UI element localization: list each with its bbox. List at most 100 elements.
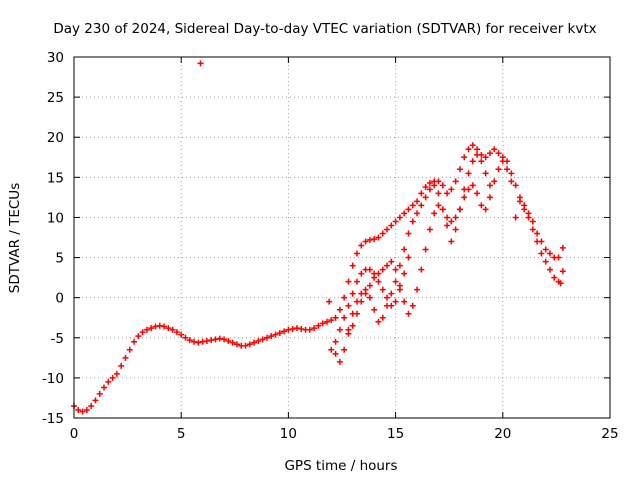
data-point [319,320,326,327]
data-point [508,178,515,185]
data-point [208,337,215,344]
data-point [341,346,348,353]
data-point [332,314,339,321]
data-point [358,270,365,277]
data-point [349,322,356,329]
data-points [71,60,566,415]
data-point [542,246,549,253]
data-point [341,294,348,301]
data-point [349,262,356,269]
data-point [392,298,399,305]
data-point [491,146,498,153]
data-point [482,154,489,161]
data-point [186,337,193,344]
data-point [326,298,333,305]
data-point [345,278,352,285]
data-point [486,182,493,189]
data-point [422,194,429,201]
data-point [401,298,408,305]
y-axis-label: SDTVAR / TECUs [7,183,23,293]
data-point [551,274,558,281]
data-point [101,384,108,391]
data-point [156,322,163,329]
data-point [405,310,412,317]
data-point [414,210,421,217]
data-point [366,266,373,273]
data-point [371,270,378,277]
data-point [199,338,206,345]
data-point [478,158,485,165]
y-tick-label: 25 [47,90,64,106]
data-point [306,326,313,333]
data-point [405,206,412,213]
data-point [384,294,391,301]
data-point [525,214,532,221]
data-point [375,278,382,285]
data-point [311,325,318,332]
data-point [546,266,553,273]
data-point [469,182,476,189]
series-lower-branch-c [328,254,412,353]
data-point [118,362,125,369]
data-point [323,318,330,325]
chart-title: Day 230 of 2024, Sidereal Day-to-day VTE… [53,21,596,37]
data-point [143,326,150,333]
series-late-tail [512,198,564,287]
data-point [88,402,95,409]
x-tick-labels: 0 5 10 15 20 25 [70,426,619,442]
data-point [559,244,566,251]
data-point [345,330,352,337]
plot-frame [73,56,611,419]
data-point [448,218,455,225]
data-point [405,230,412,237]
data-point [555,254,562,261]
y-tick-label: 0 [55,291,64,307]
data-point [246,341,253,348]
x-tick-label: 5 [177,426,186,442]
data-point [259,336,266,343]
data-point [409,218,416,225]
data-point [379,286,386,293]
y-tick-label: 20 [47,130,64,146]
data-point [521,202,528,209]
data-point [495,150,502,157]
data-point [113,370,120,377]
data-point [435,178,442,185]
data-point [478,202,485,209]
data-point [242,342,249,349]
data-point [426,226,433,233]
data-point [388,302,395,309]
data-point [396,286,403,293]
y-tick-label: 15 [47,170,64,186]
data-point [366,282,373,289]
data-point [409,202,416,209]
data-point [456,166,463,173]
data-point [354,310,361,317]
data-point [474,190,481,197]
data-point [414,286,421,293]
data-point [289,325,296,332]
data-point [152,323,159,330]
data-point [366,294,373,301]
data-point [148,325,155,332]
data-point [444,222,451,229]
data-point [131,338,138,345]
data-point [272,331,279,338]
y-tick-labels: -15 -10 -5 0 5 10 15 20 25 30 [42,50,64,427]
data-point [474,151,481,158]
data-point [388,258,395,265]
data-point [388,222,395,229]
data-point [263,334,270,341]
data-point [328,346,335,353]
data-point [426,179,433,186]
data-point [439,206,446,213]
data-point [354,278,361,285]
data-point [195,339,202,346]
data-point [371,306,378,313]
data-point [452,226,459,233]
data-point [349,290,356,297]
data-point [418,190,425,197]
data-point [452,214,459,221]
data-point [216,335,223,342]
data-point [336,306,343,313]
